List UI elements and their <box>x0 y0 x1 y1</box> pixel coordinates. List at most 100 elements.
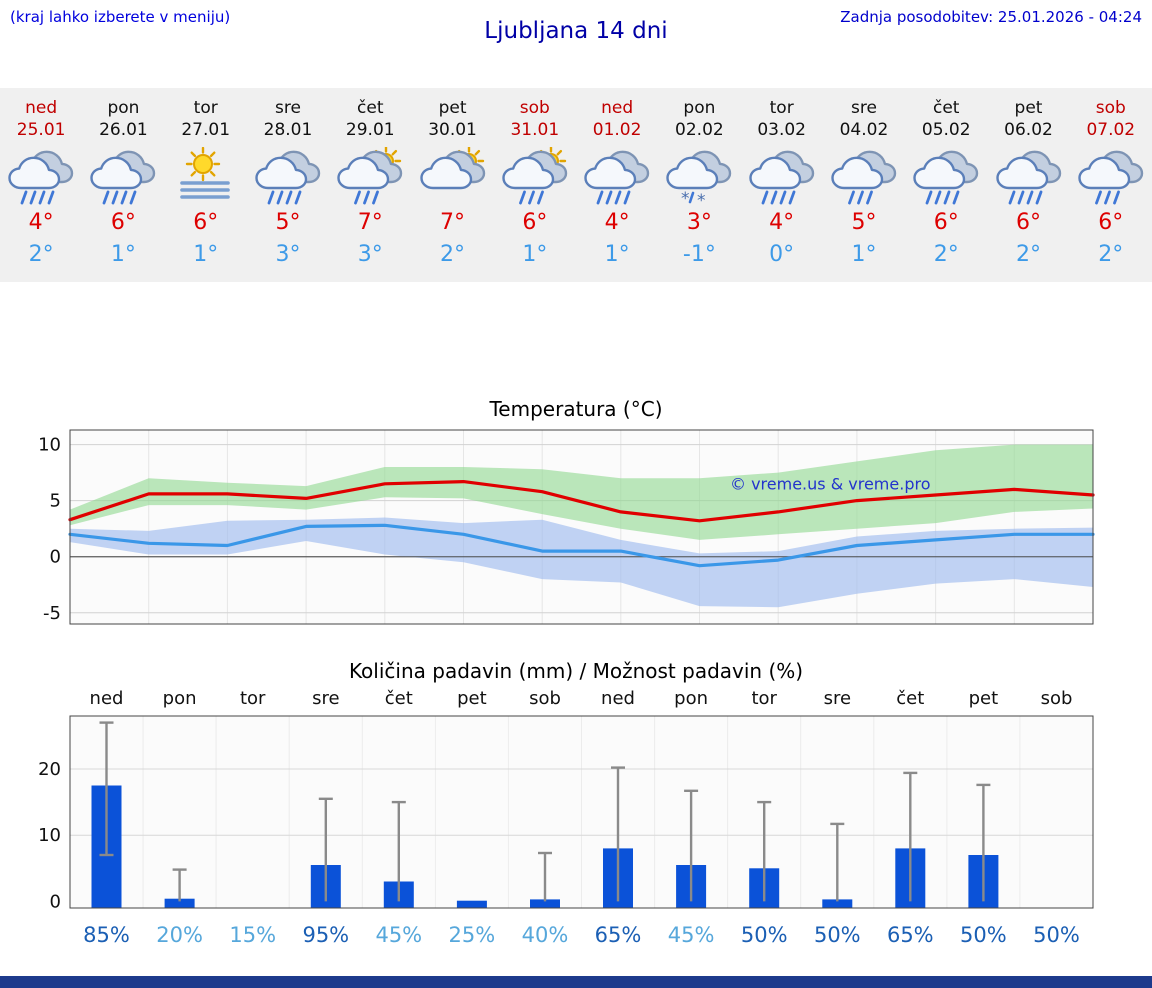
day-name: čet <box>357 98 384 118</box>
precip-ytick: 20 <box>38 759 61 780</box>
day-min-temp: 3° <box>357 242 383 267</box>
rain-icon <box>1078 150 1143 205</box>
location-hint: (kraj lahko izberete v meniju) <box>10 8 231 26</box>
day-min-temp: 1° <box>851 242 877 267</box>
temperature-chart-title: Temperatura (°C) <box>489 397 663 421</box>
day-max-temp: 6° <box>1016 210 1042 235</box>
forecast-day-column: tor 03.02 4° 0° <box>741 98 823 268</box>
temperature-chart-svg: -5 0 5 10 © vreme.us & vreme.pro <box>38 429 1095 625</box>
forecast-day-column: sre 28.01 5° 3° <box>247 98 329 268</box>
partly-sunny-icon <box>419 147 485 190</box>
watermark: © vreme.us & vreme.pro <box>730 474 931 493</box>
day-date: 28.01 <box>263 120 313 140</box>
day-date: 05.02 <box>921 120 971 140</box>
day-min-temp: 2° <box>440 242 466 267</box>
footer-bar <box>0 976 1152 988</box>
precip-ytick: 10 <box>38 825 61 846</box>
sleet-icon: * * <box>666 150 732 207</box>
day-name: pon <box>683 98 716 118</box>
day-name: pet <box>438 98 467 118</box>
temp-ytick: 10 <box>38 435 61 456</box>
precip-day-label: ned <box>601 688 635 709</box>
day-max-temp: 6° <box>1098 210 1124 235</box>
day-date: 03.02 <box>757 120 806 140</box>
heavy-rain-icon <box>748 150 814 205</box>
day-date: 02.02 <box>675 120 724 140</box>
heavy-rain-icon <box>255 150 321 205</box>
day-max-temp: 7° <box>357 210 383 235</box>
svg-text:*: * <box>697 191 706 207</box>
day-max-temp: 7° <box>440 210 466 235</box>
precipitation-chart: 0 10 20 ned pon tor sre čet pet sob ned pon tor sre če… <box>0 686 1152 958</box>
day-name: sob <box>1095 98 1126 118</box>
day-min-temp: 3° <box>275 242 301 267</box>
day-max-temp: 4° <box>28 210 54 235</box>
forecast-day-column: pet 30.01 7° 2° <box>411 98 493 268</box>
precipitation-chart-svg: 0 10 20 ned pon tor sre čet pet sob ned pon tor sre če… <box>38 688 1094 947</box>
forecast-day-column: pon 26.01 6° 1° <box>82 98 164 268</box>
precip-day-label: pet <box>969 688 999 709</box>
forecast-day-column: sob 07.02 6° 2° <box>1070 98 1152 268</box>
day-name: sre <box>275 98 301 118</box>
sun-shower-icon <box>337 147 403 205</box>
precip-probability: 40% <box>522 923 569 947</box>
weather-icon-wrap <box>741 147 823 207</box>
weather-icon-wrap <box>1070 147 1152 207</box>
precip-ytick: 0 <box>50 891 61 912</box>
min-temp-range-band <box>70 517 1093 608</box>
forecast-day-column: pet 06.02 6° 2° <box>987 98 1069 268</box>
max-temp-range-band <box>70 444 1093 540</box>
precip-probability: 45% <box>668 923 715 947</box>
day-min-temp: 1° <box>604 242 630 267</box>
day-min-temp: 2° <box>1098 242 1124 267</box>
day-date: 31.01 <box>510 120 560 140</box>
rain-icon <box>831 150 897 205</box>
day-min-temp: 0° <box>769 242 795 267</box>
day-date: 25.01 <box>16 120 66 140</box>
precip-probability: 25% <box>449 923 496 947</box>
day-name: pon <box>107 98 140 118</box>
temperature-chart: -5 0 5 10 © vreme.us & vreme.pro <box>0 424 1152 640</box>
svg-text:*: * <box>681 189 690 207</box>
temp-ytick: -5 <box>43 603 61 624</box>
precip-probability: 65% <box>887 923 934 947</box>
day-min-temp: 2° <box>933 242 959 267</box>
day-max-temp: 6° <box>522 210 548 235</box>
day-date: 26.01 <box>99 120 148 140</box>
precip-probability: 50% <box>814 923 861 947</box>
precip-bar <box>164 898 195 908</box>
page-header: (kraj lahko izberete v meniju) Ljubljana… <box>0 0 1152 88</box>
precip-day-label: čet <box>385 688 413 709</box>
heavy-rain-icon <box>90 150 156 205</box>
forecast-day-column: ned 25.01 4° 2° <box>0 98 82 268</box>
precip-day-label: čet <box>896 688 924 709</box>
day-max-temp: 5° <box>275 210 301 235</box>
section-gap <box>0 282 1152 394</box>
forecast-strip: ned 25.01 4° 2° pon 26.01 6° 1° tor 27.01 6° 1° sre 2… <box>0 88 1152 282</box>
day-max-temp: 6° <box>110 210 136 235</box>
day-min-temp: -1° <box>682 242 716 267</box>
forecast-day-column: ned 01.02 4° 1° <box>576 98 658 268</box>
day-name: ned <box>601 98 634 118</box>
day-max-temp: 4° <box>769 210 795 235</box>
day-max-temp: 6° <box>933 210 959 235</box>
precip-day-label: tor <box>751 688 777 709</box>
day-name: ned <box>25 98 58 118</box>
precip-day-label: pon <box>674 688 708 709</box>
weather-icon-wrap <box>165 147 247 207</box>
heavy-rain-icon <box>584 150 650 205</box>
precip-probability: 50% <box>741 923 788 947</box>
min-temp-line <box>68 523 1095 568</box>
day-name: čet <box>932 98 960 118</box>
day-date: 06.02 <box>1004 120 1053 140</box>
day-date: 29.01 <box>345 120 395 140</box>
day-min-temp: 1° <box>110 242 136 267</box>
sun-shower-icon <box>502 147 568 205</box>
forecast-day-column: čet 29.01 7° 3° <box>329 98 411 268</box>
precip-day-label: sob <box>1041 688 1073 709</box>
page-title: Ljubljana 14 dni <box>484 18 668 44</box>
day-name: sob <box>519 98 550 118</box>
precip-day-label: ned <box>90 688 124 709</box>
day-max-temp: 4° <box>604 210 630 235</box>
precip-probability: 85% <box>83 923 130 947</box>
